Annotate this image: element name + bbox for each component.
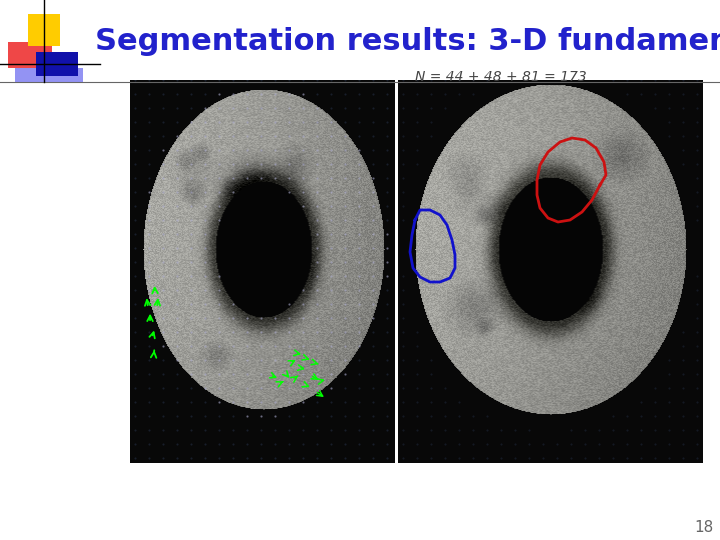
Text: Segmentation results: 3-D fundamental: Segmentation results: 3-D fundamental — [95, 28, 720, 57]
FancyBboxPatch shape — [15, 68, 83, 82]
FancyBboxPatch shape — [28, 14, 60, 46]
Text: N = 44 + 48 + 81 = 173: N = 44 + 48 + 81 = 173 — [415, 70, 587, 84]
FancyBboxPatch shape — [36, 52, 78, 76]
Text: 18: 18 — [695, 520, 714, 535]
FancyBboxPatch shape — [398, 73, 703, 463]
FancyBboxPatch shape — [0, 0, 720, 80]
FancyBboxPatch shape — [130, 73, 395, 463]
FancyBboxPatch shape — [8, 42, 52, 68]
